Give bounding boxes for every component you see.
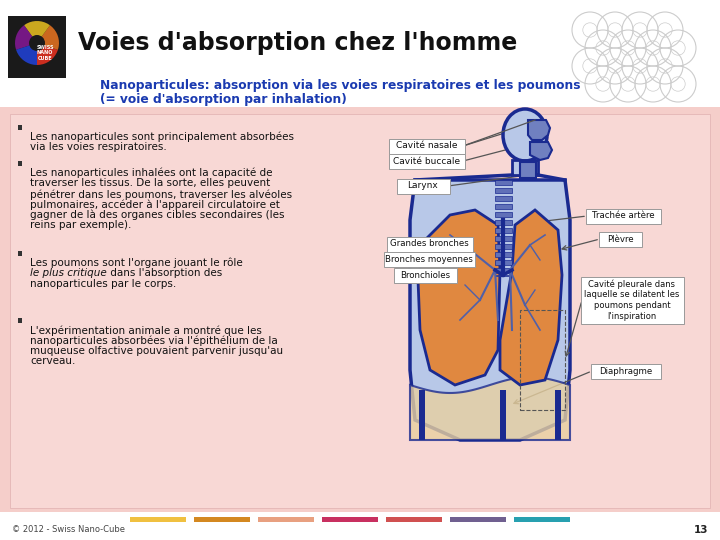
Text: le plus critique: le plus critique — [30, 268, 107, 279]
Bar — [495, 236, 512, 241]
Bar — [386, 517, 442, 522]
Bar — [0, 0, 720, 110]
Bar — [130, 517, 186, 522]
Text: (= voie d'absorption par inhalation): (= voie d'absorption par inhalation) — [100, 92, 347, 105]
Text: reins par exemple).: reins par exemple). — [30, 220, 131, 231]
Bar — [555, 390, 561, 440]
Bar — [495, 220, 512, 225]
Text: Les poumons sont l'organe jouant le rôle: Les poumons sont l'organe jouant le rôle — [30, 258, 243, 268]
FancyBboxPatch shape — [387, 237, 472, 252]
Bar — [18, 251, 22, 256]
Text: pénétrer dans les poumons, traverser les alvéoles: pénétrer dans les poumons, traverser les… — [30, 189, 292, 199]
Text: SWISS
NANO
CUBE: SWISS NANO CUBE — [36, 45, 54, 62]
Bar — [495, 204, 512, 209]
Text: cerveau.: cerveau. — [30, 356, 76, 367]
Bar — [495, 212, 512, 217]
FancyBboxPatch shape — [585, 208, 660, 224]
Polygon shape — [37, 25, 59, 50]
Circle shape — [29, 35, 45, 51]
Text: 13: 13 — [693, 525, 708, 535]
Bar — [18, 318, 22, 323]
Text: Larynx: Larynx — [408, 181, 438, 191]
Text: Grandes bronches: Grandes bronches — [390, 240, 469, 248]
Text: Nanoparticules: absorption via les voies respiratoires et les poumons: Nanoparticules: absorption via les voies… — [100, 78, 580, 91]
Bar — [258, 517, 314, 522]
Bar — [495, 252, 512, 257]
Polygon shape — [520, 162, 536, 178]
Bar — [0, 107, 720, 512]
Bar — [322, 517, 378, 522]
Text: Bronchioles: Bronchioles — [400, 271, 450, 280]
Bar — [495, 180, 512, 185]
Polygon shape — [16, 43, 37, 65]
Text: gagner de là des organes cibles secondaires (les: gagner de là des organes cibles secondai… — [30, 210, 284, 220]
FancyBboxPatch shape — [389, 153, 464, 168]
Bar — [419, 390, 425, 440]
Text: traverser les tissus. De la sorte, elles peuvent: traverser les tissus. De la sorte, elles… — [30, 179, 270, 188]
Text: muqueuse olfactive pouvaient parvenir jusqu'au: muqueuse olfactive pouvaient parvenir ju… — [30, 346, 283, 356]
Polygon shape — [37, 43, 58, 65]
Bar — [18, 161, 22, 166]
Bar — [500, 390, 506, 440]
Bar — [450, 517, 506, 522]
Bar — [194, 517, 250, 522]
Text: Les nanoparticules inhalées ont la capacité de: Les nanoparticules inhalées ont la capac… — [30, 168, 272, 179]
Polygon shape — [418, 210, 500, 385]
Text: Plèvre: Plèvre — [607, 234, 634, 244]
Text: Cavité nasale: Cavité nasale — [396, 141, 457, 151]
Bar — [495, 196, 512, 201]
Polygon shape — [530, 142, 552, 160]
Text: Bronches moyennes: Bronches moyennes — [385, 254, 473, 264]
Text: Cavité pleurale dans
laquelle se dilatent les
poumons pendant
l'inspiration: Cavité pleurale dans laquelle se dilaten… — [585, 279, 680, 321]
Text: dans l'absorption des: dans l'absorption des — [107, 268, 222, 279]
Bar — [10, 114, 710, 508]
FancyBboxPatch shape — [580, 276, 683, 323]
FancyBboxPatch shape — [590, 363, 660, 379]
Text: via les voies respiratoires.: via les voies respiratoires. — [30, 143, 167, 152]
Ellipse shape — [503, 109, 547, 161]
Text: © 2012 - Swiss Nano-Cube: © 2012 - Swiss Nano-Cube — [12, 525, 125, 535]
Bar — [18, 125, 22, 130]
Text: L'expérimentation animale a montré que les: L'expérimentation animale a montré que l… — [30, 325, 262, 335]
Text: nanoparticules par le corps.: nanoparticules par le corps. — [30, 279, 176, 289]
Text: Voies d'absorption chez l'homme: Voies d'absorption chez l'homme — [78, 31, 517, 55]
Bar — [0, 512, 720, 540]
Polygon shape — [15, 25, 37, 50]
Polygon shape — [528, 120, 550, 140]
Polygon shape — [24, 21, 50, 43]
Bar — [8, 16, 66, 78]
FancyBboxPatch shape — [384, 252, 474, 267]
Text: Cavité buccale: Cavité buccale — [393, 157, 460, 165]
Polygon shape — [410, 377, 570, 440]
Bar — [495, 188, 512, 193]
Bar — [495, 275, 512, 276]
FancyBboxPatch shape — [397, 179, 449, 193]
Text: nanoparticules absorbées via l'épithélium de la: nanoparticules absorbées via l'épithéliu… — [30, 335, 278, 346]
Polygon shape — [512, 160, 538, 175]
Bar — [495, 268, 512, 273]
Bar — [520, 310, 565, 410]
Text: pulmonaires, accéder à l'appareil circulatoire et: pulmonaires, accéder à l'appareil circul… — [30, 199, 280, 210]
Bar — [495, 260, 512, 265]
Text: Les nanoparticules sont principalement absorbées: Les nanoparticules sont principalement a… — [30, 132, 294, 143]
Bar — [495, 244, 512, 249]
Bar — [514, 517, 570, 522]
Polygon shape — [410, 180, 570, 440]
Bar — [495, 228, 512, 233]
FancyBboxPatch shape — [394, 267, 456, 282]
Text: Diaphragme: Diaphragme — [599, 367, 652, 375]
FancyBboxPatch shape — [598, 232, 642, 246]
Polygon shape — [500, 210, 562, 385]
FancyBboxPatch shape — [389, 138, 464, 153]
Text: Trachée artère: Trachée artère — [592, 212, 654, 220]
